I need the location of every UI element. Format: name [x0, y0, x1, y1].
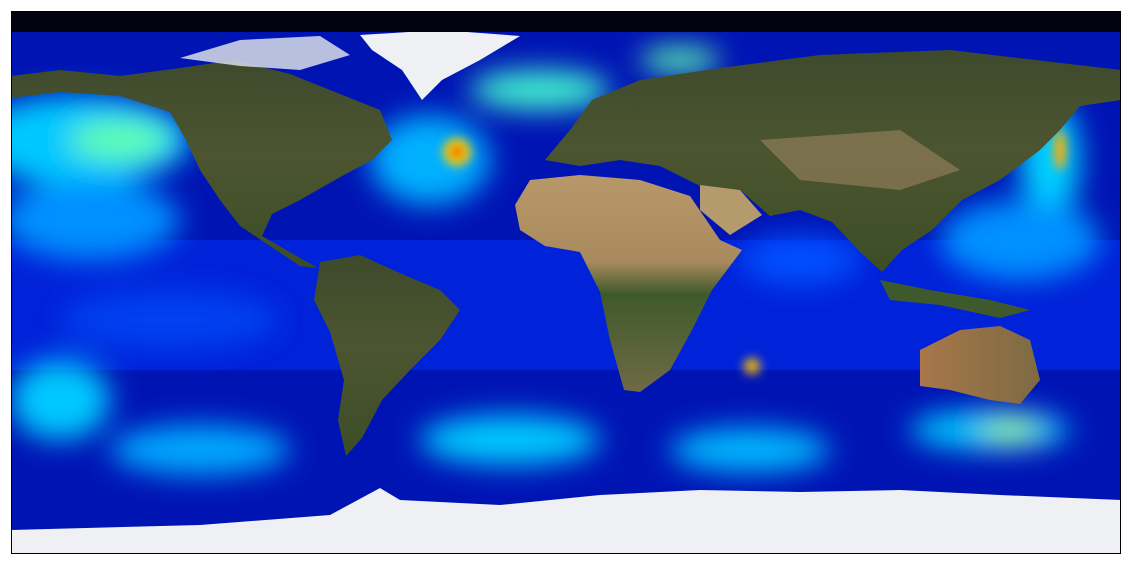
north-america	[11, 60, 392, 268]
africa	[515, 175, 742, 392]
wind-patch	[60, 290, 280, 350]
wind-patch	[470, 70, 610, 110]
storm-eye	[749, 363, 755, 369]
map-frame	[11, 11, 1121, 554]
wind-patch	[420, 415, 600, 465]
storm	[1054, 130, 1066, 170]
wind-patch	[11, 360, 110, 440]
wind-patch	[940, 200, 1100, 280]
wind-patch	[70, 120, 170, 160]
wind-patch	[740, 235, 860, 285]
arabia	[700, 185, 762, 235]
wind-patch	[11, 180, 180, 260]
greenland	[360, 30, 520, 100]
indonesia	[880, 280, 1030, 318]
arctic-islands	[180, 36, 350, 70]
storm-eye	[451, 146, 463, 158]
wind-patch	[670, 428, 830, 472]
map-layer	[11, 11, 1121, 554]
australia	[920, 326, 1040, 404]
wind-patch	[640, 48, 720, 72]
south-america	[314, 255, 460, 456]
wind-patch	[980, 420, 1040, 440]
central-asia	[760, 130, 960, 190]
antarctica	[11, 488, 1121, 554]
polar-band	[11, 11, 1121, 32]
wind-patch	[110, 425, 290, 475]
wind-field	[11, 48, 1100, 475]
wind-patch	[370, 115, 490, 205]
